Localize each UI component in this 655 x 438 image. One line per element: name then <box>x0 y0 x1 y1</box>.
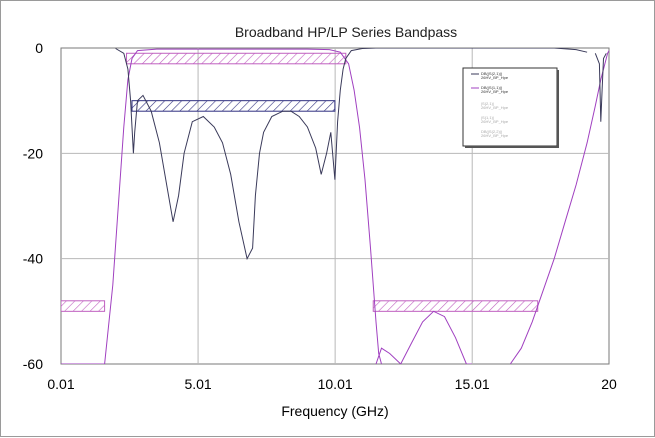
legend-entry: 26HV_BP_Hpe <box>481 75 509 80</box>
y-tick-label: -60 <box>23 356 43 372</box>
series-line-2 <box>115 48 588 261</box>
x-axis-label: Frequency (GHz) <box>281 403 388 419</box>
legend-entry: 26HV_BP_Hpe <box>481 119 509 124</box>
x-tick-label: 0.01 <box>47 376 74 392</box>
legend-entry: 26HV_BP_Hpe <box>481 89 509 94</box>
x-tick-label: 20 <box>601 376 617 392</box>
legend-entry: DB(|S(2,2)|) <box>481 129 503 134</box>
legend-entry: 26HV_BP_Hpe <box>481 105 509 110</box>
series-line-1 <box>509 50 609 364</box>
mask-band <box>372 300 539 312</box>
legend: DB(|S(2,1)|)26HV_BP_HpeDB(|S(1,1)|)26HV_… <box>462 67 559 148</box>
legend-entries: DB(|S(2,1)|)26HV_BP_HpeDB(|S(1,1)|)26HV_… <box>471 71 509 138</box>
x-tick-label: 15.01 <box>455 376 490 392</box>
x-tick-labels: 0.01 5.01 10.01 15.01 20 <box>47 376 617 392</box>
legend-entry: |S(2,1)| <box>481 101 494 106</box>
series-lines <box>61 48 609 364</box>
mask-band <box>126 52 347 65</box>
legend-entry: DB(|S(1,1)|) <box>481 85 503 90</box>
x-tick-label: 5.01 <box>184 376 211 392</box>
series-line-0 <box>61 48 382 364</box>
legend-entry: |S(1,1)| <box>481 115 494 120</box>
y-tick-label: -20 <box>23 145 43 161</box>
legend-shadow-bottom <box>465 146 559 148</box>
mask-bands <box>61 52 539 312</box>
legend-shadow <box>557 70 559 148</box>
chart-title: Broadband HP/LP Series Bandpass <box>235 24 457 40</box>
series-line-3 <box>594 53 607 122</box>
legend-entry: 26HV_BP_Hpe <box>481 133 509 138</box>
legend-box <box>462 67 558 147</box>
mask-band <box>131 100 336 112</box>
mask-band <box>61 300 106 312</box>
y-tick-labels: 0 -20 -40 -60 <box>23 40 43 372</box>
legend-entry: DB(|S(2,1)|) <box>481 71 503 76</box>
series-line-stopband <box>375 310 472 364</box>
x-tick-label: 10.01 <box>318 376 353 392</box>
y-tick-label: -40 <box>23 251 43 267</box>
y-tick-label: 0 <box>35 40 43 56</box>
